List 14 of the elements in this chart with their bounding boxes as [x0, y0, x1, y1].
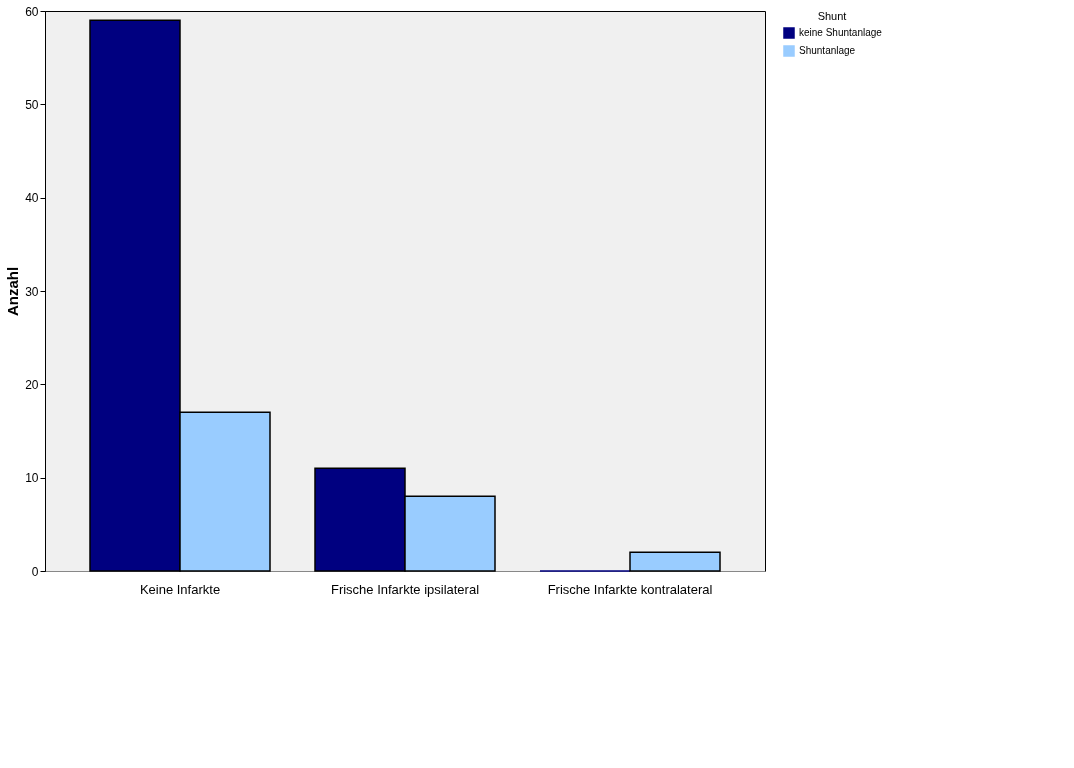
y-tick-label: 30 [25, 284, 39, 299]
legend-title: Shunt [817, 10, 847, 22]
y-tick-label: 0 [31, 564, 39, 579]
legend-label: Shuntanlage [799, 45, 856, 56]
y-tick-label: 40 [25, 191, 39, 206]
y-axis-title: Anzahl [4, 266, 22, 317]
x-tick-label: Keine Infarkte [139, 581, 221, 597]
y-tick-label: 10 [25, 471, 39, 486]
y-tick-label: 60 [25, 4, 39, 19]
x-tick-label: Frische Infarkte ipsilateral [330, 581, 480, 597]
y-tick-label: 50 [25, 97, 39, 112]
x-tick-label: Frische Infarkte kontralateral [547, 581, 713, 597]
y-tick-label: 20 [25, 377, 39, 392]
legend-label: keine Shuntanlage [799, 27, 883, 38]
